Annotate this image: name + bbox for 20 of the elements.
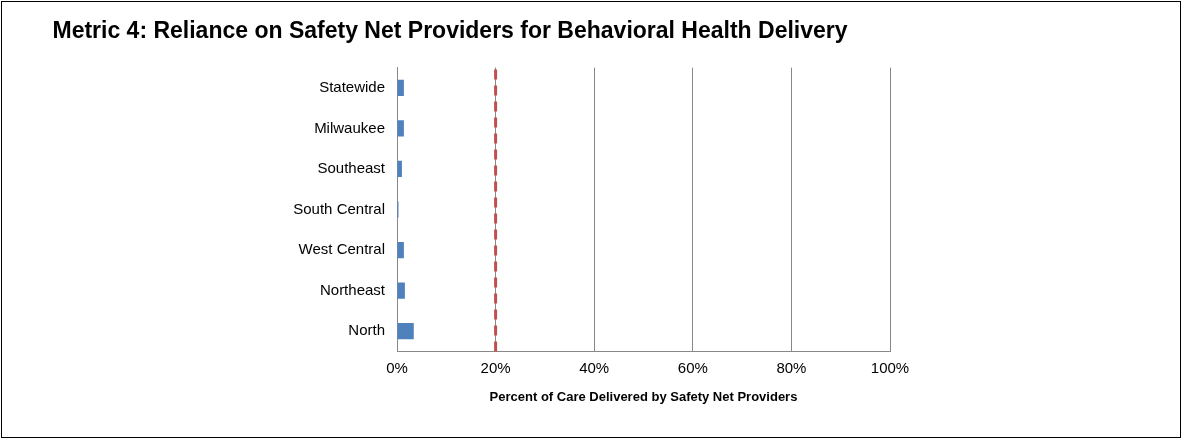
y-tick-label: Northeast xyxy=(319,280,386,298)
bar xyxy=(397,323,414,340)
x-tick-label: 100% xyxy=(870,358,910,376)
x-tick-label: 0% xyxy=(386,358,408,376)
x-tick-label: 40% xyxy=(579,358,610,376)
bar xyxy=(397,282,405,299)
bar xyxy=(397,79,404,96)
x-tick-label: 60% xyxy=(677,358,708,376)
y-tick-label: Southeast xyxy=(317,159,386,177)
x-tick-label: 20% xyxy=(480,358,511,376)
y-tick-label: Statewide xyxy=(319,78,385,96)
y-tick-label: Milwaukee xyxy=(314,118,385,136)
y-tick-label: South Central xyxy=(293,199,385,217)
bar xyxy=(397,120,404,137)
x-axis-title: Percent of Care Delivered by Safety Net Providers xyxy=(489,388,798,404)
chart-title: Metric 4: Reliance on Safety Net Providers for Behavioral Health Delivery xyxy=(52,17,848,44)
bar xyxy=(397,241,404,259)
y-tick-label: West Central xyxy=(298,240,385,258)
y-tick-label: North xyxy=(348,321,385,339)
x-tick-label: 80% xyxy=(776,358,807,376)
